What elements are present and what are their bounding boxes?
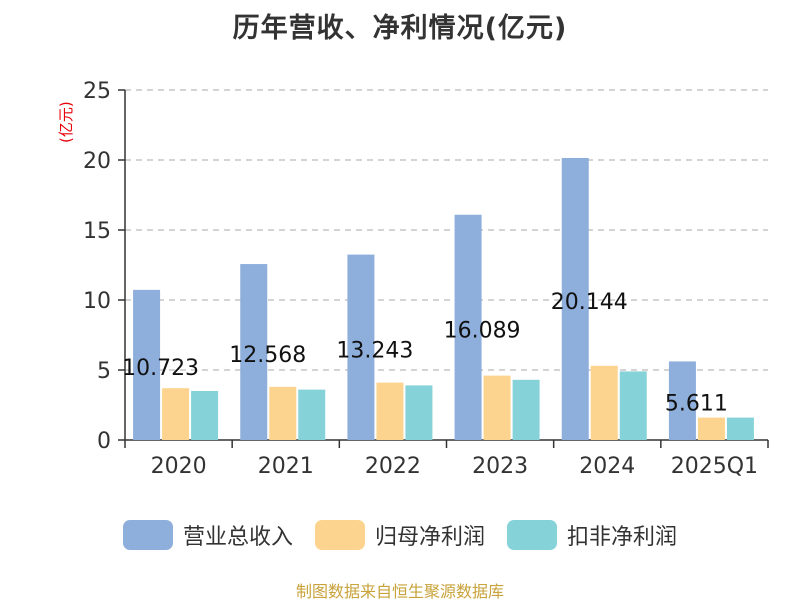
bar-deducted-net-profit-2025Q1 xyxy=(726,417,754,440)
y-tick-label: 10 xyxy=(83,289,111,314)
bar-revenue-2024 xyxy=(561,157,589,440)
x-tick-label: 2023 xyxy=(472,454,528,479)
legend-swatch-deducted-net-profit xyxy=(507,520,557,550)
x-tick-label: 2024 xyxy=(579,454,635,479)
bar-revenue-2020 xyxy=(133,289,161,440)
bar-net-profit-2020 xyxy=(162,388,190,440)
legend-item-deducted-net-profit[interactable]: 扣非净利润 xyxy=(507,519,677,551)
bar-deducted-net-profit-2022 xyxy=(405,385,433,440)
data-label-revenue: 13.243 xyxy=(336,338,413,363)
bar-net-profit-2021 xyxy=(269,386,297,440)
data-label-revenue: 20.144 xyxy=(551,290,628,315)
bar-revenue-2025Q1 xyxy=(668,361,696,440)
source-note: 制图数据来自恒生聚源数据库 xyxy=(295,582,504,600)
legend-label-deducted-net-profit: 扣非净利润 xyxy=(567,525,678,550)
bar-net-profit-2024 xyxy=(590,365,618,440)
bar-deducted-net-profit-2021 xyxy=(298,389,326,440)
legend-label-revenue: 营业总收入 xyxy=(182,525,293,550)
x-tick-label: 2021 xyxy=(258,454,314,479)
bar-net-profit-2025Q1 xyxy=(697,417,725,440)
legend-label-net-profit: 归母净利润 xyxy=(374,525,485,550)
y-tick-label: 20 xyxy=(83,149,111,174)
bar-revenue-2021 xyxy=(240,264,268,440)
data-label-revenue: 16.089 xyxy=(444,318,521,343)
legend-item-net-profit[interactable]: 归母净利润 xyxy=(314,519,485,551)
y-tick-label: 15 xyxy=(83,219,111,244)
bar-revenue-2023 xyxy=(454,214,482,440)
y-tick-label: 0 xyxy=(97,429,111,454)
x-tick-label: 2020 xyxy=(151,454,207,479)
bar-deducted-net-profit-2024 xyxy=(619,371,647,440)
legend-swatch-net-profit xyxy=(314,520,365,550)
y-tick-label: 25 xyxy=(83,79,111,104)
data-label-revenue: 12.568 xyxy=(229,343,306,368)
chart-title: 历年营收、净利情况(亿元) xyxy=(232,13,568,44)
data-label-revenue: 5.611 xyxy=(665,392,728,417)
bar-net-profit-2022 xyxy=(376,382,404,440)
bar-revenue-2022 xyxy=(347,254,375,440)
bar-deducted-net-profit-2023 xyxy=(512,379,540,440)
data-label-revenue: 10.723 xyxy=(122,356,199,381)
legend-swatch-revenue xyxy=(122,520,173,550)
x-tick-label: 2025Q1 xyxy=(671,454,758,479)
x-tick-label: 2022 xyxy=(365,454,421,479)
legend-item-revenue[interactable]: 营业总收入 xyxy=(122,519,293,551)
bar-net-profit-2023 xyxy=(483,375,511,440)
y-tick-label: 5 xyxy=(97,359,111,384)
bar-deducted-net-profit-2020 xyxy=(191,391,219,440)
legend: 营业总收入 归母净利润 扣非净利润 xyxy=(0,517,800,553)
